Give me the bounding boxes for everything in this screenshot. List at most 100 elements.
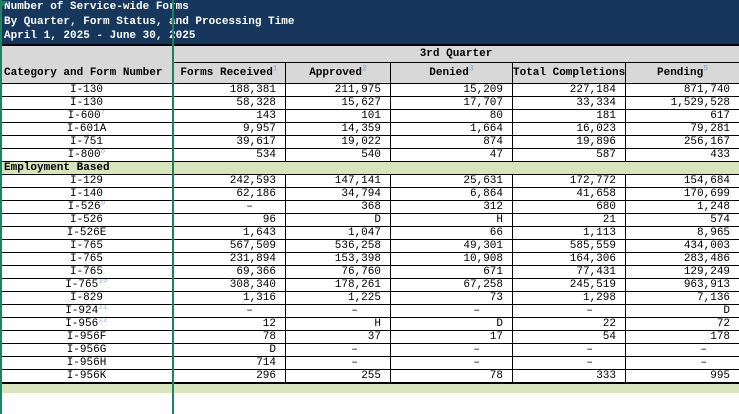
- data-cell[interactable]: 540: [285, 148, 391, 162]
- data-cell[interactable]: D: [624, 304, 739, 318]
- data-cell[interactable]: 72: [624, 317, 739, 331]
- data-cell[interactable]: 434,003: [624, 239, 739, 253]
- data-cell[interactable]: 15,209: [390, 83, 513, 97]
- data-cell[interactable]: –: [390, 343, 513, 357]
- data-cell[interactable]: 1,225: [285, 291, 391, 305]
- data-cell[interactable]: D: [390, 317, 513, 331]
- data-cell[interactable]: –: [390, 356, 513, 370]
- data-cell[interactable]: D: [172, 343, 286, 357]
- data-cell[interactable]: 211,975: [285, 83, 391, 97]
- form-number-cell[interactable]: I-765: [0, 265, 173, 279]
- form-number-cell[interactable]: I-751: [0, 135, 173, 149]
- data-cell[interactable]: –: [624, 343, 739, 357]
- data-cell[interactable]: 25,631: [390, 174, 513, 188]
- form-number-cell[interactable]: I-95612: [0, 317, 173, 331]
- data-cell[interactable]: 227,184: [512, 83, 626, 97]
- quarter-header[interactable]: 3rd Quarter: [171, 45, 739, 63]
- form-number-cell[interactable]: I-8008: [0, 148, 173, 162]
- data-cell[interactable]: 10,908: [390, 252, 513, 266]
- form-number-cell[interactable]: I-92411: [0, 304, 173, 318]
- data-cell[interactable]: 671: [390, 265, 513, 279]
- data-cell[interactable]: –: [172, 200, 286, 214]
- data-cell[interactable]: 433: [624, 148, 739, 162]
- data-cell[interactable]: 21: [512, 213, 626, 227]
- data-cell[interactable]: 129,249: [624, 265, 739, 279]
- data-cell[interactable]: 585,559: [512, 239, 626, 253]
- data-cell[interactable]: D: [285, 213, 391, 227]
- data-cell[interactable]: 178,261: [285, 278, 391, 292]
- data-cell[interactable]: 153,398: [285, 252, 391, 266]
- data-cell[interactable]: 178: [624, 330, 739, 344]
- form-number-cell[interactable]: I-956G: [0, 343, 173, 357]
- data-cell[interactable]: 143: [172, 109, 286, 123]
- data-cell[interactable]: 22: [512, 317, 626, 331]
- data-cell[interactable]: 574: [624, 213, 739, 227]
- data-cell[interactable]: 80: [390, 109, 513, 123]
- data-cell[interactable]: –: [512, 343, 626, 357]
- data-cell[interactable]: 17,707: [390, 96, 513, 110]
- data-cell[interactable]: 154,684: [624, 174, 739, 188]
- data-cell[interactable]: 172,772: [512, 174, 626, 188]
- data-cell[interactable]: 62,186: [172, 187, 286, 201]
- data-cell[interactable]: –: [512, 356, 626, 370]
- data-cell[interactable]: 39,617: [172, 135, 286, 149]
- data-cell[interactable]: 296: [172, 369, 286, 383]
- data-cell[interactable]: 147,141: [285, 174, 391, 188]
- column-header-total-completions[interactable]: Total Completions4: [512, 62, 626, 84]
- data-cell[interactable]: 680: [512, 200, 626, 214]
- data-cell[interactable]: 617: [624, 109, 739, 123]
- data-cell[interactable]: 66: [390, 226, 513, 240]
- title-cell[interactable]: Number of Service-wide Forms By Quarter,…: [0, 0, 739, 45]
- data-cell[interactable]: 231,894: [172, 252, 286, 266]
- form-number-cell[interactable]: I-526: [0, 213, 173, 227]
- data-cell[interactable]: 1,298: [512, 291, 626, 305]
- data-cell[interactable]: 33,334: [512, 96, 626, 110]
- data-cell[interactable]: –: [624, 356, 739, 370]
- data-cell[interactable]: 19,896: [512, 135, 626, 149]
- data-cell[interactable]: 181: [512, 109, 626, 123]
- form-number-cell[interactable]: I-129: [0, 174, 173, 188]
- data-cell[interactable]: 9,957: [172, 122, 286, 136]
- data-cell[interactable]: 7,136: [624, 291, 739, 305]
- form-number-cell[interactable]: I-956H: [0, 356, 173, 370]
- data-cell[interactable]: 34,794: [285, 187, 391, 201]
- data-cell[interactable]: 170,699: [624, 187, 739, 201]
- data-cell[interactable]: 567,509: [172, 239, 286, 253]
- next-section-row-partial[interactable]: [0, 383, 739, 393]
- category-column-header[interactable]: Category and Form Number: [0, 45, 173, 84]
- data-cell[interactable]: 19,022: [285, 135, 391, 149]
- data-cell[interactable]: 714: [172, 356, 286, 370]
- data-cell[interactable]: –: [512, 304, 626, 318]
- data-cell[interactable]: 1,047: [285, 226, 391, 240]
- form-number-cell[interactable]: I-956F: [0, 330, 173, 344]
- data-cell[interactable]: 536,258: [285, 239, 391, 253]
- data-cell[interactable]: 534: [172, 148, 286, 162]
- form-number-cell[interactable]: I-76510: [0, 278, 173, 292]
- data-cell[interactable]: 101: [285, 109, 391, 123]
- data-cell[interactable]: 77,431: [512, 265, 626, 279]
- data-cell[interactable]: 871,740: [624, 83, 739, 97]
- data-cell[interactable]: 188,381: [172, 83, 286, 97]
- data-cell[interactable]: 73: [390, 291, 513, 305]
- data-cell[interactable]: 1,664: [390, 122, 513, 136]
- column-header-pending[interactable]: Pending5: [624, 62, 739, 84]
- section-label[interactable]: Employment Based: [0, 161, 739, 175]
- form-number-cell[interactable]: I-140: [0, 187, 173, 201]
- data-cell[interactable]: 54: [512, 330, 626, 344]
- form-number-cell[interactable]: I-5269: [0, 200, 173, 214]
- data-cell[interactable]: 76,760: [285, 265, 391, 279]
- data-cell[interactable]: 312: [390, 200, 513, 214]
- data-cell[interactable]: 14,359: [285, 122, 391, 136]
- form-number-cell[interactable]: I-130: [0, 96, 173, 110]
- form-number-cell[interactable]: I-765: [0, 252, 173, 266]
- data-cell[interactable]: –: [285, 343, 391, 357]
- data-cell[interactable]: 67,258: [390, 278, 513, 292]
- form-number-cell[interactable]: I-956K: [0, 369, 173, 383]
- data-cell[interactable]: H: [390, 213, 513, 227]
- data-cell[interactable]: 47: [390, 148, 513, 162]
- data-cell[interactable]: 874: [390, 135, 513, 149]
- data-cell[interactable]: 1,529,528: [624, 96, 739, 110]
- data-cell[interactable]: 16,023: [512, 122, 626, 136]
- form-number-cell[interactable]: I-601A: [0, 122, 173, 136]
- data-cell[interactable]: –: [285, 304, 391, 318]
